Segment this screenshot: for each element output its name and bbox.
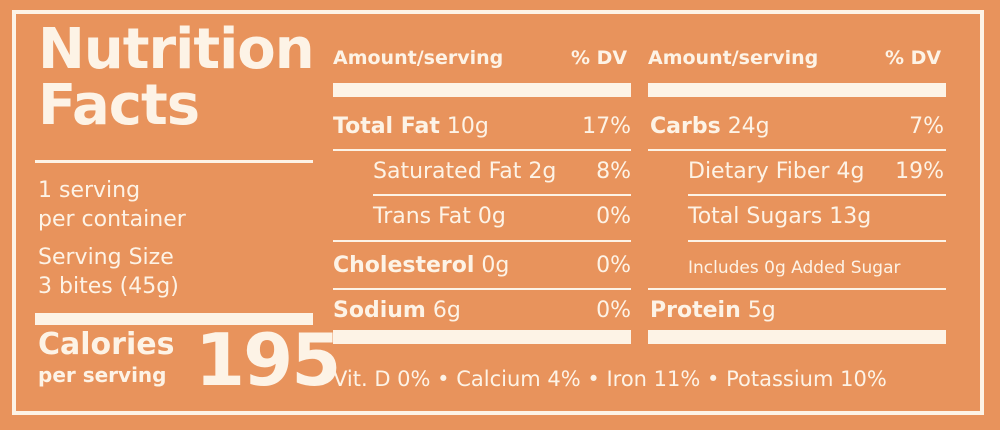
left-row-sat-fat: Saturated Fat 2g [373,159,556,185]
left-row-sodium-dv: 0% [596,298,631,323]
label-title: Nutrition Facts [38,17,315,138]
left-row-total-fat: Total Fat 10g [333,114,489,140]
nutrient-name: Dietary Fiber [688,159,830,184]
right-row-carbs-dv: 7% [909,114,944,139]
right-header-bar [648,83,946,97]
right-divider [688,194,946,196]
divider-title [35,160,313,163]
right-footer-bar [648,330,946,344]
nutrient-name: Trans Fat [373,204,471,229]
nutrient-amount: 10g [446,114,489,139]
calories-value: 195 [195,318,341,402]
right-row-carbs: Carbs 24g [650,114,770,140]
right-dv-header: % DV [885,47,942,69]
nutrient-name: Total Fat [333,114,440,139]
right-divider [688,240,946,242]
vitamins-footer: Vit. D 0% • Calcium 4% • Iron 11% • Pota… [333,367,887,391]
serving-size-label: Serving Size [38,245,174,270]
nutrient-name: Carbs [650,114,721,139]
left-row-trans-fat: Trans Fat 0g [373,204,506,230]
left-row-trans-fat-dv: 0% [596,204,631,229]
title-line-1: Nutrition [38,17,315,82]
left-amount-header: Amount/serving [333,47,504,69]
nutrient-name: Total Sugars [688,204,823,229]
right-row-fiber-dv: 19% [895,159,944,184]
left-row-cholesterol: Cholesterol 0g [333,253,509,279]
left-divider [333,288,631,290]
serving-count-line1: 1 serving [38,178,141,203]
right-amount-header: Amount/serving [648,47,819,69]
divider-calories [35,313,313,325]
left-row-sat-fat-dv: 8% [596,159,631,184]
left-row-total-fat-dv: 17% [582,114,631,139]
nutrient-name: Protein [650,298,741,323]
left-divider [333,240,631,242]
left-divider [333,149,631,151]
left-divider [373,194,631,196]
left-footer-bar [333,330,631,344]
nutrient-amount: 24g [727,114,770,139]
nutrient-amount: 13g [829,204,872,229]
nutrient-amount: 0g [481,253,510,278]
right-divider [648,149,946,151]
right-row-added-sugar: Includes 0g Added Sugar [688,258,901,278]
nutrient-amount: 2g [528,159,557,184]
left-row-cholesterol-dv: 0% [596,253,631,278]
right-row-fiber: Dietary Fiber 4g [688,159,864,185]
right-divider [648,288,946,290]
left-row-sodium: Sodium 6g [333,298,461,324]
nutrient-name: Sodium [333,298,426,323]
nutrient-amount: 0g [477,204,506,229]
nutrient-amount: 5g [747,298,776,323]
nutrient-name: Cholesterol [333,253,475,278]
title-line-2: Facts [38,73,200,138]
label-frame [12,10,984,415]
left-dv-header: % DV [571,47,628,69]
nutrient-amount: 6g [432,298,461,323]
serving-size-value: 3 bites (45g) [38,274,179,299]
serving-count-line2: per container [38,207,186,232]
right-row-sugars: Total Sugars 13g [688,204,871,230]
calories-sub: per serving [38,363,167,387]
nutrient-name: Saturated Fat [373,159,522,184]
left-header-bar [333,83,631,97]
nutrient-amount: 4g [836,159,865,184]
calories-label: Calories [38,327,175,362]
right-row-protein: Protein 5g [650,298,776,324]
